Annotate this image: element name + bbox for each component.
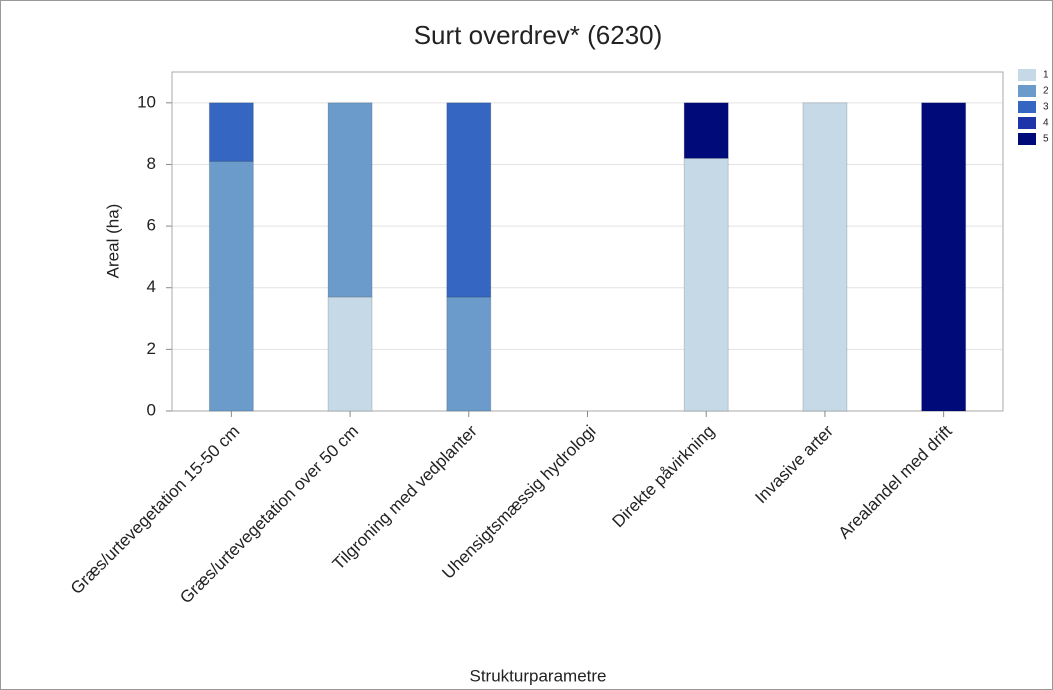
bar-segment <box>446 296 492 412</box>
legend-swatch <box>1018 117 1036 129</box>
legend-swatch <box>1018 85 1036 97</box>
y-tick-label: 4 <box>147 277 156 296</box>
bar-segment <box>683 157 729 412</box>
bar-segment <box>208 160 254 412</box>
legend-swatch <box>1018 133 1036 145</box>
legend-label: 1 <box>1043 70 1049 81</box>
bar-segment <box>802 102 848 412</box>
legend-swatch <box>1018 69 1036 81</box>
y-tick-label: 6 <box>147 216 156 235</box>
y-tick-label: 2 <box>147 339 156 358</box>
legend-label: 3 <box>1043 102 1049 113</box>
bar-segment <box>446 102 492 298</box>
x-axis-label: Strukturparametre <box>470 666 607 685</box>
chart-title: Surt overdrev* (6230) <box>414 20 663 50</box>
bar-segment <box>921 102 967 412</box>
y-tick-label: 0 <box>147 400 156 419</box>
bar-segment <box>327 296 373 412</box>
y-tick-label: 10 <box>137 92 156 111</box>
bar-segment <box>327 102 373 298</box>
y-axis-label: Areal (ha) <box>103 204 122 279</box>
bar-segment <box>683 102 729 159</box>
legend-label: 2 <box>1043 86 1049 97</box>
legend-swatch <box>1018 101 1036 113</box>
y-tick-label: 8 <box>147 154 156 173</box>
bar-segment <box>208 102 254 162</box>
legend-label: 4 <box>1043 118 1049 129</box>
legend-label: 5 <box>1043 134 1049 145</box>
